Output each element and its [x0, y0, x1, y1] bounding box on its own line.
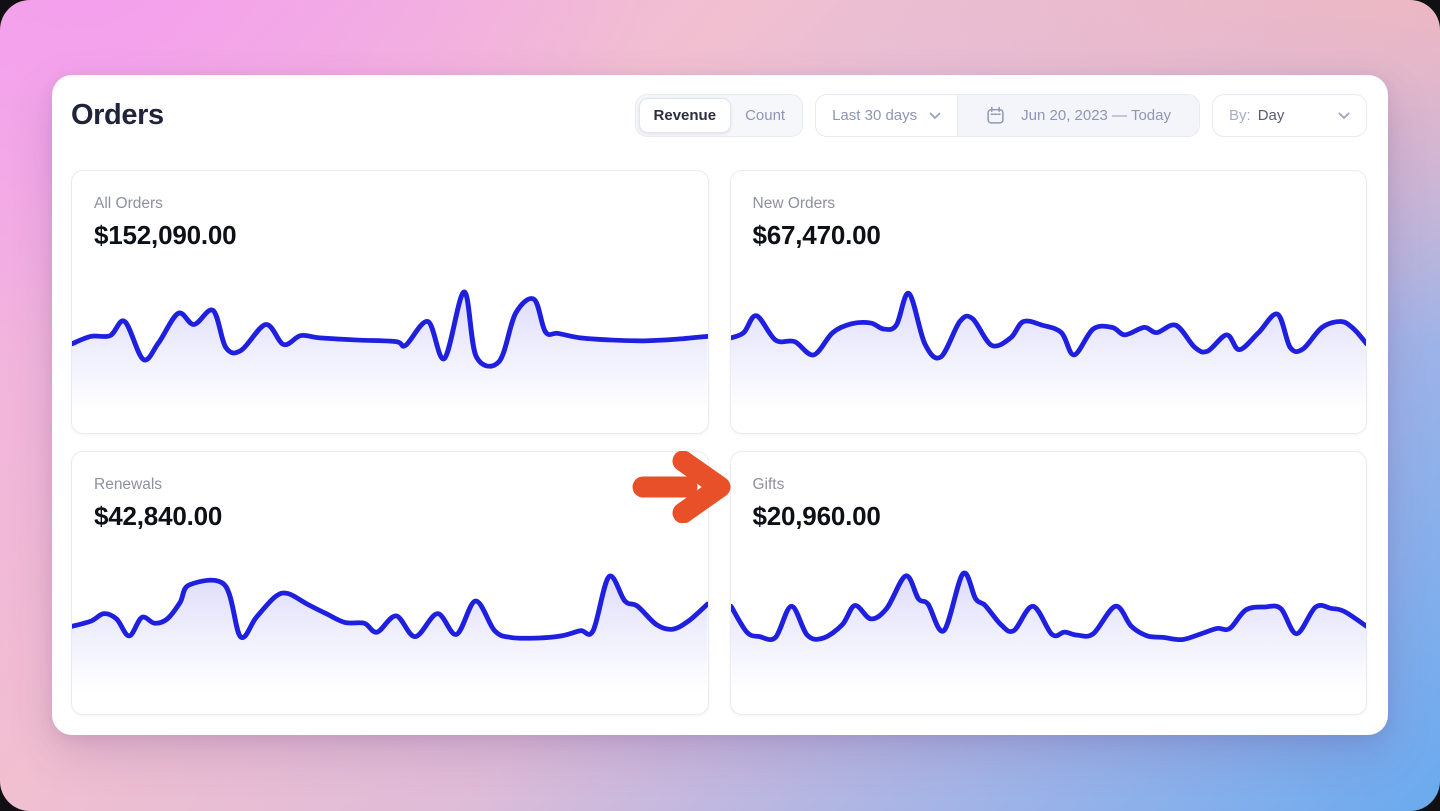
- page-title: Orders: [71, 99, 164, 131]
- card-all-orders: All Orders $152,090.00: [71, 170, 709, 434]
- toggle-option-count-label: Count: [745, 107, 786, 124]
- card-renewals: Renewals $42,840.00: [71, 451, 709, 715]
- stats-card-grid: All Orders $152,090.00 New Orders $67,47…: [71, 170, 1367, 715]
- card-gifts: Gifts $20,960.00: [729, 451, 1367, 715]
- card-value: $42,840.00: [94, 501, 223, 531]
- toggle-option-revenue[interactable]: Revenue: [638, 98, 732, 133]
- orders-panel: Orders Revenue Count Last 30 days: [52, 75, 1388, 735]
- card-value: $152,090.00: [94, 220, 237, 250]
- group-by-dropdown[interactable]: By: Day: [1212, 94, 1367, 137]
- sparkline-chart-new-orders: [730, 291, 1366, 423]
- range-preset-label: Last 30 days: [832, 107, 918, 124]
- card-value: $67,470.00: [752, 220, 881, 250]
- card-label: New Orders: [752, 195, 836, 212]
- card-label: All Orders: [94, 195, 163, 212]
- sparkline-chart-renewals: [72, 573, 708, 704]
- card-value: $20,960.00: [752, 501, 881, 531]
- card-label: Gifts: [752, 476, 785, 493]
- sparkline-chart-all-orders: [72, 289, 708, 423]
- chevron-down-icon: [929, 112, 941, 119]
- highlight-arrow-icon: [632, 451, 731, 523]
- toggle-option-count[interactable]: Count: [731, 98, 799, 133]
- metric-toggle: Revenue Count: [634, 94, 804, 137]
- toggle-option-revenue-label: Revenue: [653, 107, 717, 124]
- card-label: Renewals: [94, 476, 163, 493]
- panel-header: Orders Revenue Count Last 30 days: [52, 75, 1388, 137]
- range-preset-dropdown[interactable]: Last 30 days: [816, 95, 957, 136]
- card-new-orders: New Orders $67,470.00: [729, 170, 1367, 434]
- group-by-prefix: By:: [1229, 107, 1251, 124]
- sparkline-chart-gifts: [730, 570, 1366, 704]
- date-range-picker[interactable]: Jun 20, 2023 — Today: [957, 95, 1199, 136]
- date-range-control: Last 30 days Jun 20, 2023 — Today: [815, 94, 1200, 137]
- group-by-value: Day: [1257, 107, 1285, 124]
- chevron-down-icon: [1338, 112, 1350, 119]
- toolbar: Revenue Count Last 30 days: [634, 94, 1367, 137]
- date-range-label: Jun 20, 2023 — Today: [1021, 107, 1171, 124]
- calendar-icon: [987, 106, 1004, 124]
